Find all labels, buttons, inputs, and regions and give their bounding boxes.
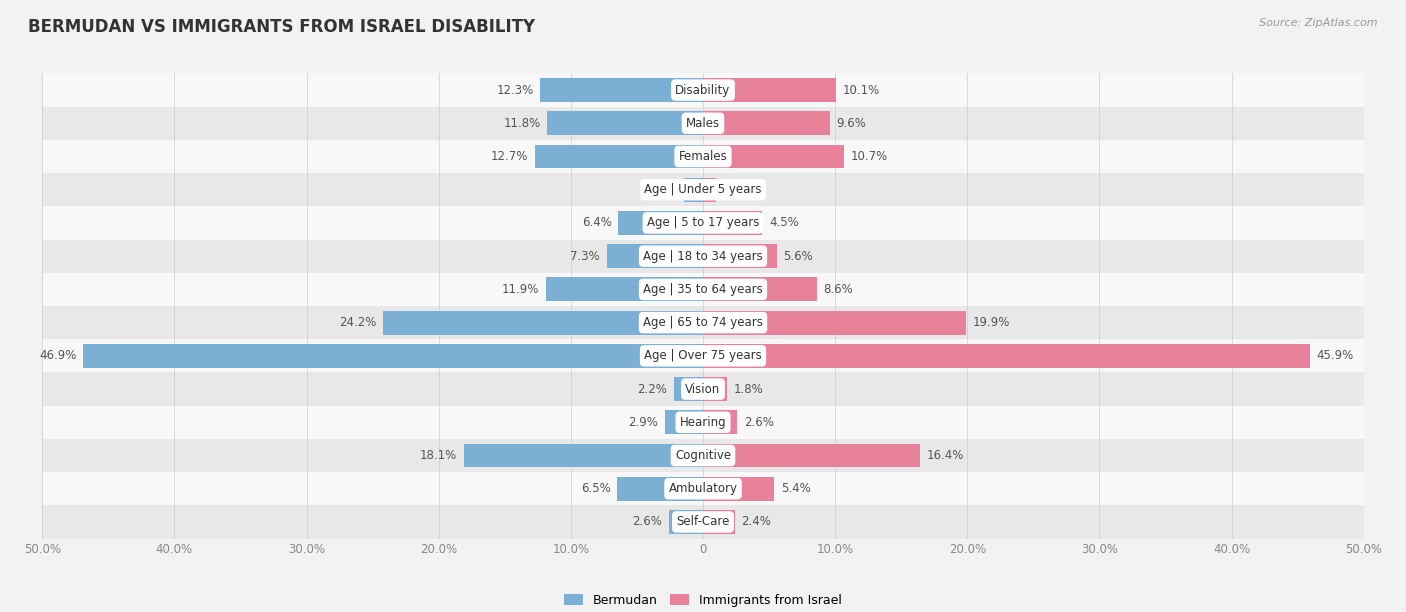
Text: Hearing: Hearing	[679, 416, 727, 429]
Bar	[606, 244, 703, 268]
Bar	[703, 144, 845, 168]
Bar	[546, 277, 703, 301]
Bar	[83, 344, 703, 368]
Bar	[703, 177, 716, 202]
Bar	[685, 177, 703, 202]
Text: 4.5%: 4.5%	[769, 217, 799, 230]
Bar	[42, 239, 1364, 273]
Bar	[42, 339, 1364, 373]
Bar	[384, 311, 703, 335]
Text: 11.9%: 11.9%	[502, 283, 538, 296]
Text: Self-Care: Self-Care	[676, 515, 730, 528]
Bar	[42, 273, 1364, 306]
Legend: Bermudan, Immigrants from Israel: Bermudan, Immigrants from Israel	[564, 594, 842, 606]
Text: Age | Under 5 years: Age | Under 5 years	[644, 183, 762, 196]
Bar	[464, 444, 703, 468]
Bar	[42, 373, 1364, 406]
Text: Males: Males	[686, 117, 720, 130]
Text: BERMUDAN VS IMMIGRANTS FROM ISRAEL DISABILITY: BERMUDAN VS IMMIGRANTS FROM ISRAEL DISAB…	[28, 18, 536, 36]
Text: Source: ZipAtlas.com: Source: ZipAtlas.com	[1260, 18, 1378, 28]
Bar	[703, 244, 778, 268]
Text: 1.8%: 1.8%	[734, 382, 763, 395]
Bar	[703, 477, 775, 501]
Text: 2.6%: 2.6%	[744, 416, 773, 429]
Text: 19.9%: 19.9%	[973, 316, 1010, 329]
Text: 12.3%: 12.3%	[496, 84, 534, 97]
Bar	[703, 344, 1309, 368]
Bar	[703, 444, 920, 468]
Text: Age | 5 to 17 years: Age | 5 to 17 years	[647, 217, 759, 230]
Bar	[42, 406, 1364, 439]
Text: Vision: Vision	[685, 382, 721, 395]
Bar	[703, 510, 735, 534]
Text: 2.6%: 2.6%	[633, 515, 662, 528]
Bar	[42, 140, 1364, 173]
Bar	[703, 410, 737, 435]
Text: 5.6%: 5.6%	[783, 250, 813, 263]
Bar	[42, 106, 1364, 140]
Text: 9.6%: 9.6%	[837, 117, 866, 130]
Text: Cognitive: Cognitive	[675, 449, 731, 462]
Bar	[703, 377, 727, 401]
Text: Age | 65 to 74 years: Age | 65 to 74 years	[643, 316, 763, 329]
Text: 24.2%: 24.2%	[339, 316, 377, 329]
Bar	[703, 311, 966, 335]
Text: 46.9%: 46.9%	[39, 349, 76, 362]
Bar	[42, 206, 1364, 239]
Bar	[703, 211, 762, 235]
Text: 12.7%: 12.7%	[491, 150, 529, 163]
Bar	[619, 211, 703, 235]
Text: 10.1%: 10.1%	[844, 84, 880, 97]
Text: 6.5%: 6.5%	[581, 482, 610, 495]
Text: Ambulatory: Ambulatory	[668, 482, 738, 495]
Bar	[42, 73, 1364, 106]
Text: 16.4%: 16.4%	[927, 449, 963, 462]
Bar	[547, 111, 703, 135]
Text: 2.2%: 2.2%	[637, 382, 668, 395]
Bar	[536, 144, 703, 168]
Text: Females: Females	[679, 150, 727, 163]
Text: Age | 35 to 64 years: Age | 35 to 64 years	[643, 283, 763, 296]
Text: Disability: Disability	[675, 84, 731, 97]
Bar	[42, 439, 1364, 472]
Bar	[673, 377, 703, 401]
Text: 2.9%: 2.9%	[628, 416, 658, 429]
Bar	[540, 78, 703, 102]
Text: Age | Over 75 years: Age | Over 75 years	[644, 349, 762, 362]
Text: 6.4%: 6.4%	[582, 217, 612, 230]
Text: 45.9%: 45.9%	[1316, 349, 1354, 362]
Bar	[703, 277, 817, 301]
Bar	[665, 410, 703, 435]
Text: 5.4%: 5.4%	[780, 482, 811, 495]
Bar	[669, 510, 703, 534]
Text: 11.8%: 11.8%	[503, 117, 540, 130]
Bar	[42, 472, 1364, 506]
Text: 7.3%: 7.3%	[571, 250, 600, 263]
Text: 1.4%: 1.4%	[648, 183, 678, 196]
Text: 2.4%: 2.4%	[741, 515, 772, 528]
Bar	[42, 506, 1364, 539]
Text: 10.7%: 10.7%	[851, 150, 889, 163]
Text: 0.96%: 0.96%	[723, 183, 759, 196]
Text: 8.6%: 8.6%	[824, 283, 853, 296]
Text: 18.1%: 18.1%	[420, 449, 457, 462]
Bar	[703, 111, 830, 135]
Bar	[42, 306, 1364, 339]
Text: Age | 18 to 34 years: Age | 18 to 34 years	[643, 250, 763, 263]
Bar	[42, 173, 1364, 206]
Bar	[617, 477, 703, 501]
Bar	[703, 78, 837, 102]
